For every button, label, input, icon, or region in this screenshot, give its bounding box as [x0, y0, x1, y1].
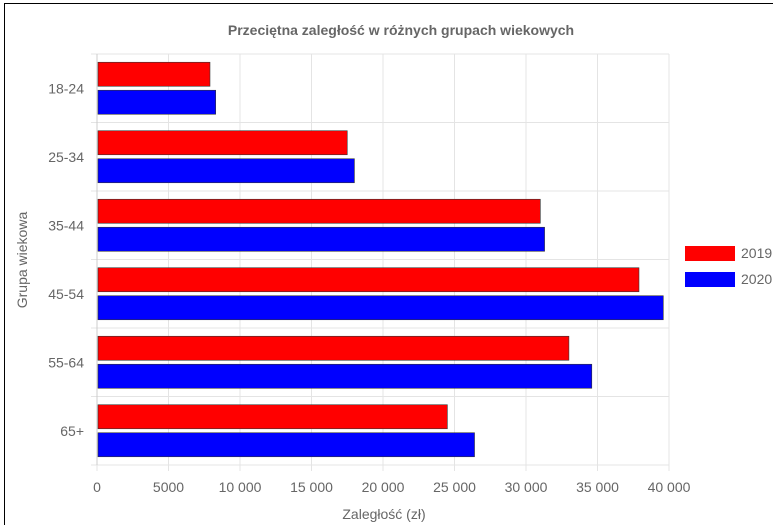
bar-2020-65+[interactable]: [97, 432, 475, 458]
x-tick-label: 15 000: [290, 479, 333, 495]
bar-2020-55-64[interactable]: [97, 363, 593, 389]
x-axis-ticks: 0 5000 10 000 15 000 20 000 25 000 30 000 35 00…: [93, 479, 691, 495]
y-tick-label: 18-24: [48, 80, 84, 96]
x-tick-label: 25 000: [433, 479, 476, 495]
bar-2020-18-24[interactable]: [97, 89, 216, 115]
bar-2019-55-64[interactable]: [97, 335, 570, 361]
y-tick-label: 25-34: [48, 149, 84, 165]
x-tick-label: 30 000: [505, 479, 548, 495]
y-tick-label: 35-44: [48, 217, 84, 233]
bar-2020-35-44[interactable]: [97, 226, 545, 252]
y-tick-label: 45-54: [48, 286, 84, 302]
legend-swatch-2020[interactable]: [685, 272, 735, 287]
legend-label-2020[interactable]: 2020: [741, 271, 772, 287]
grid-lines: [91, 53, 670, 471]
bars: [97, 61, 664, 458]
chart-frame: [4, 3, 773, 525]
legend-label-2019[interactable]: 2019: [741, 245, 772, 261]
bar-2020-45-54[interactable]: [97, 295, 664, 321]
bar-2019-35-44[interactable]: [97, 198, 541, 224]
bar-2019-18-24[interactable]: [97, 61, 211, 87]
x-tick-label: 5000: [153, 479, 184, 495]
bar-2020-25-34[interactable]: [97, 158, 355, 184]
x-tick-label: 0: [93, 479, 101, 495]
y-axis-title: Grupa wiekowa: [14, 212, 30, 309]
x-axis-title: Zaległość (zł): [342, 506, 425, 522]
legend-swatch-2019[interactable]: [685, 246, 735, 261]
bar-2019-65+[interactable]: [97, 404, 448, 430]
bar-2019-45-54[interactable]: [97, 267, 640, 293]
x-tick-label: 40 000: [648, 479, 691, 495]
x-tick-label: 35 000: [576, 479, 619, 495]
x-tick-label: 10 000: [219, 479, 262, 495]
legend[interactable]: 2019 2020: [685, 245, 772, 287]
chart-title: Przeciętna zaległość w różnych grupach w…: [228, 22, 574, 38]
y-axis-ticks: 18-24 25-34 35-44 45-54 55-64 65+: [48, 80, 84, 439]
y-tick-label: 55-64: [48, 354, 84, 370]
bar-2019-25-34[interactable]: [97, 130, 348, 156]
x-tick-label: 20 000: [362, 479, 405, 495]
y-tick-label: 65+: [60, 423, 84, 439]
